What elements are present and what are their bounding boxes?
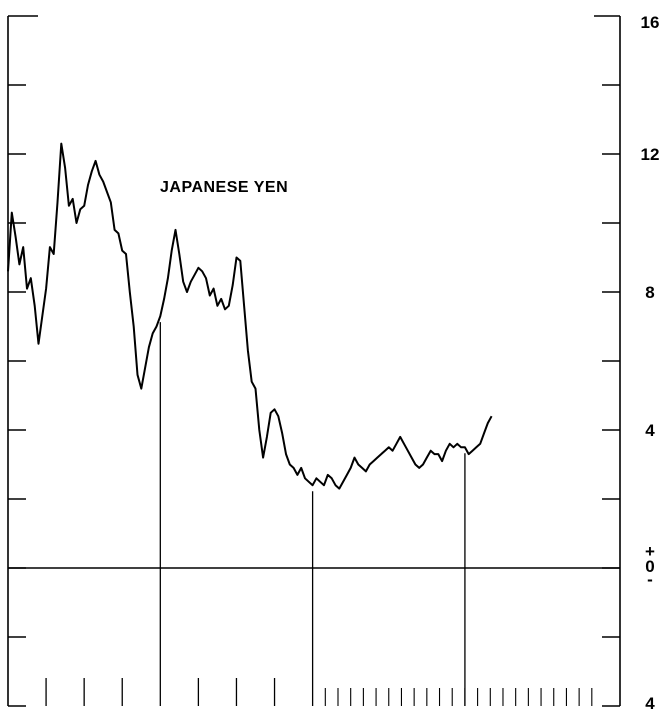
right-tick-label-4-line-1: 0 — [645, 557, 654, 576]
right-axis-ticks — [602, 84, 620, 707]
right-tick-label-1: 12 — [641, 145, 660, 164]
bottom-axis-ticks — [45, 678, 593, 706]
right-tick-label-4-line-2: - — [647, 570, 653, 589]
right-axis-tick-labels: 16 12 8 4 + 0 - 4 — [641, 13, 660, 710]
right-tick-label-0: 16 — [641, 13, 660, 32]
right-tick-label-5: 4 — [645, 694, 655, 710]
chart-frame — [7, 15, 621, 706]
right-tick-label-2: 8 — [645, 283, 654, 302]
series-label-yen: JAPANESE YEN — [160, 179, 288, 196]
period-dividers — [159, 322, 466, 706]
right-tick-label-4-line-0: + — [645, 542, 655, 561]
right-tick-label-4: +0- — [645, 542, 655, 589]
left-axis-ticks — [8, 84, 26, 707]
series-line-yen — [7, 142, 493, 490]
right-tick-label-3: 4 — [645, 421, 655, 440]
